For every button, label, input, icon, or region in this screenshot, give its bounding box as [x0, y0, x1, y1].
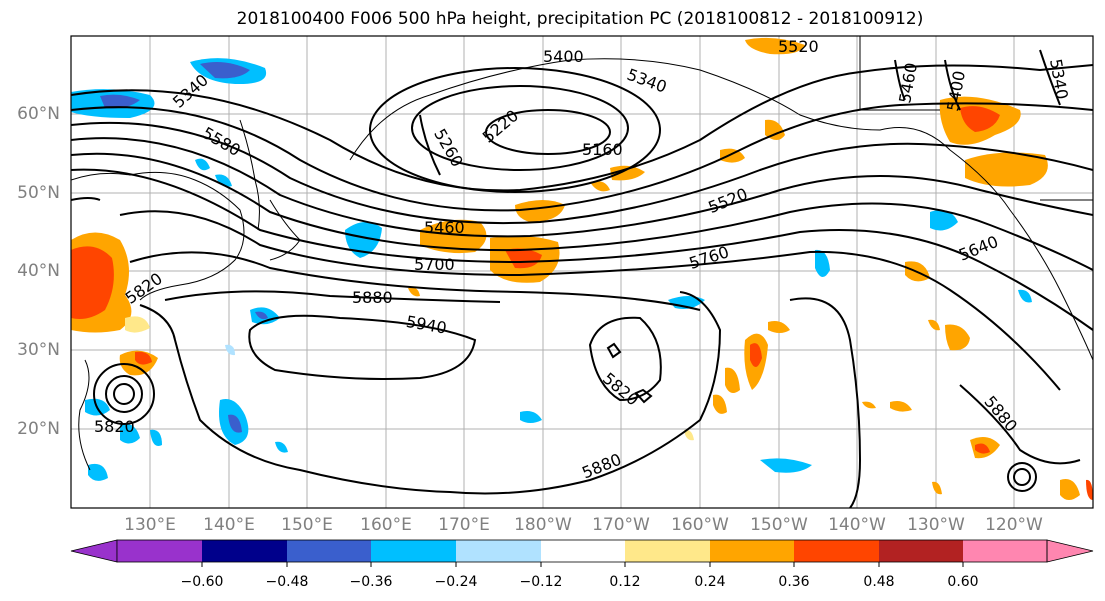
colorbar-tick-label: −0.48 [265, 574, 309, 590]
contour-label: 5520 [778, 37, 819, 56]
lat-label-40n: 40°N [17, 261, 60, 281]
colorbar-tick-label: −0.60 [180, 574, 224, 590]
precip-shading [71, 37, 1093, 500]
lat-label-20n: 20°N [17, 419, 60, 439]
lon-label: 130°E [124, 515, 176, 535]
map-frame [70, 35, 1094, 509]
lon-label: 160°E [360, 515, 412, 535]
lat-label-30n: 30°N [17, 340, 60, 360]
contour-label: 5700 [414, 255, 455, 274]
plot-title: 2018100400 F006 500 hPa height, precipit… [236, 9, 924, 29]
contour-label: 5460 [424, 218, 465, 237]
colorbar-low-extension [70, 539, 118, 563]
colorbar-tick-label: 0.48 [863, 574, 895, 590]
colorbar-tick-label: 0.24 [694, 574, 726, 590]
contour-label: 5400 [543, 47, 584, 66]
lon-label: 130°W [907, 515, 965, 535]
lat-label-50n: 50°N [17, 183, 60, 203]
colorbar-tick-label: −0.24 [434, 574, 478, 590]
lon-label: 180°W [514, 515, 572, 535]
height-contours [71, 49, 1093, 508]
colorbar-high-extension [1046, 539, 1094, 563]
contour-label: 5820 [94, 417, 135, 436]
colorbar [70, 539, 1094, 567]
colorbar-tick-label: −0.12 [519, 574, 563, 590]
colorbar-tick-label: 0.60 [947, 574, 979, 590]
lon-label: 170°E [438, 515, 490, 535]
lat-label-60n: 60°N [17, 104, 60, 124]
lon-label: 160°W [671, 515, 729, 535]
colorbar-tick-label: −0.36 [349, 574, 393, 590]
lon-label: 150°W [750, 515, 808, 535]
contour-label: 5880 [352, 288, 393, 307]
lon-label: 170°W [592, 515, 650, 535]
lon-label: 140°E [203, 515, 255, 535]
contour-label: 5160 [582, 140, 623, 159]
colorbar-tick-label: 0.12 [609, 574, 641, 590]
lon-label: 120°W [985, 515, 1043, 535]
colorbar-tick-label: 0.36 [778, 574, 810, 590]
lon-label: 150°E [281, 515, 333, 535]
lon-label: 140°W [828, 515, 886, 535]
